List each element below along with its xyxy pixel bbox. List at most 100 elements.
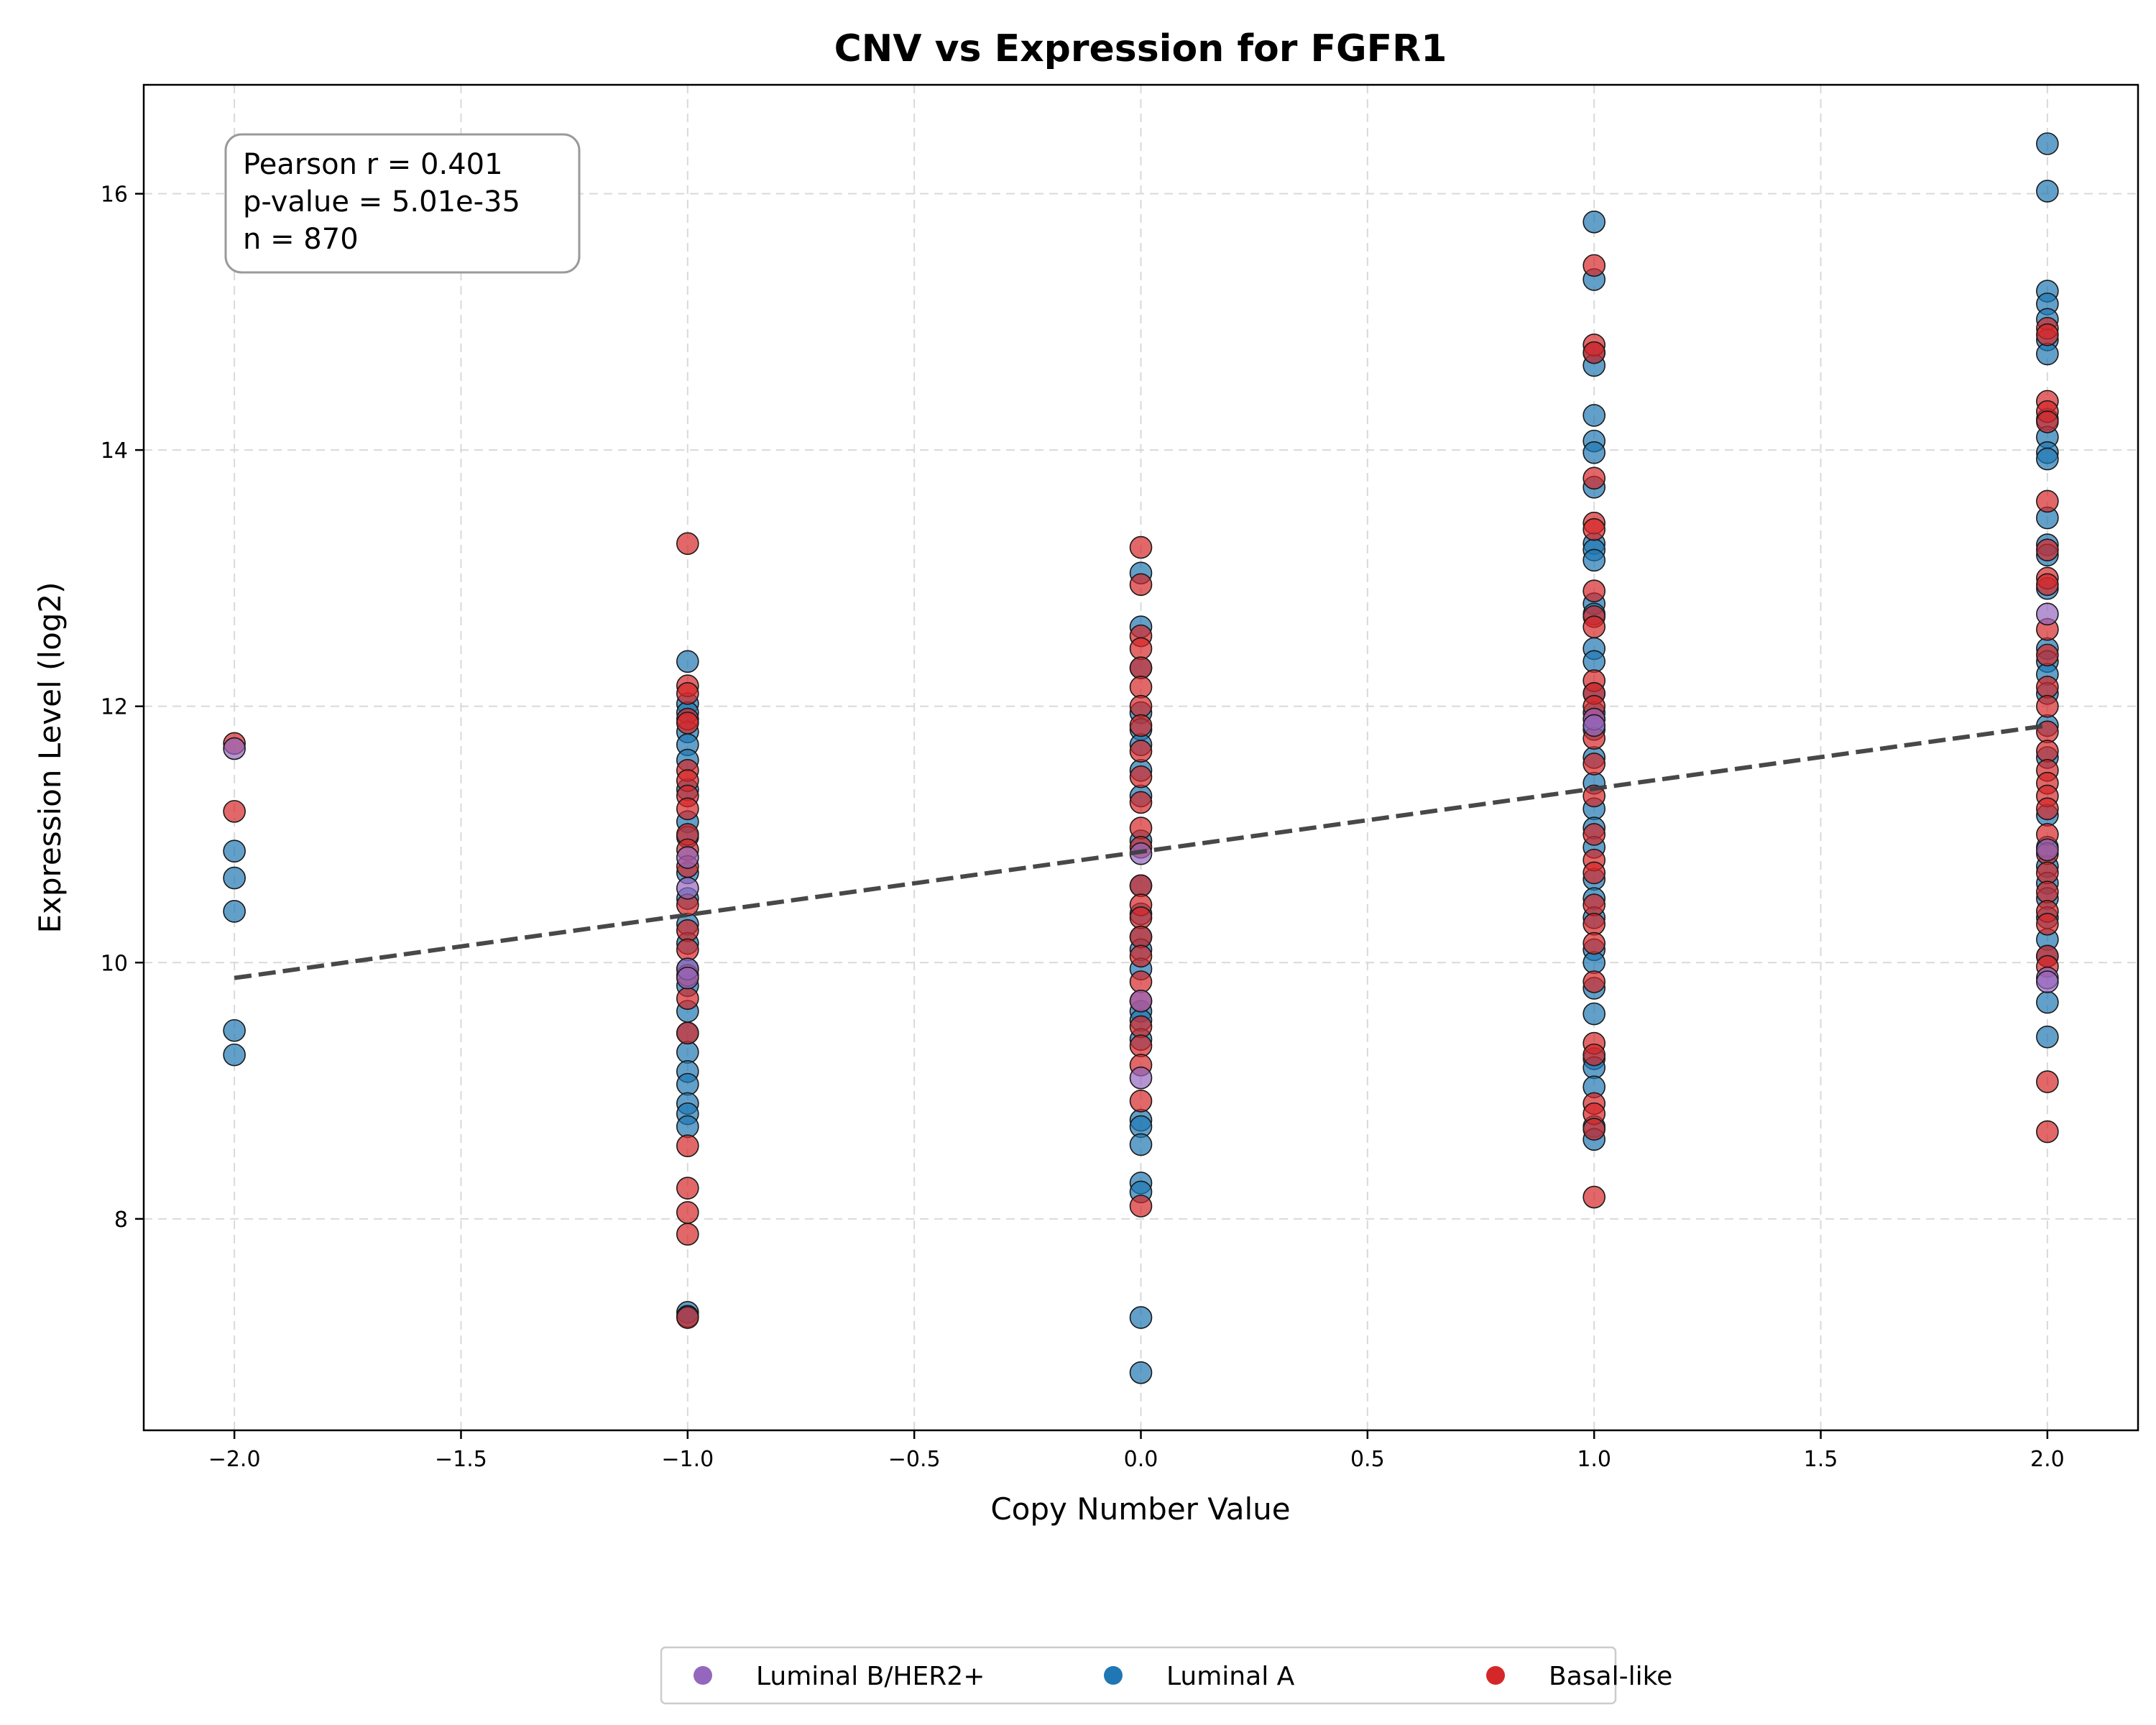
legend: Luminal B/HER2+ Luminal A Basal-like — [660, 1646, 1672, 1705]
data-point-luminal-a — [223, 1043, 246, 1067]
data-point-basal-like — [676, 987, 699, 1010]
data-point-basal-like — [676, 682, 699, 705]
legend-frame — [660, 1646, 1617, 1705]
data-point-basal-like — [1583, 932, 1606, 955]
data-point-basal-like — [2036, 573, 2059, 597]
data-point-basal-like — [2036, 410, 2059, 433]
data-point-luminal-a — [676, 1072, 699, 1096]
legend-label-basal-like: Basal-like — [1549, 1662, 1672, 1691]
data-point-basal-like — [1129, 925, 1153, 949]
data-point-luminal-b-her2 — [2036, 602, 2059, 626]
data-point-luminal-a — [223, 840, 246, 862]
data-point-basal-like — [1583, 579, 1606, 603]
data-point-luminal-a — [2036, 1025, 2059, 1049]
y-tick-label: 8 — [114, 1208, 128, 1233]
stats-n: n = 870 — [243, 223, 359, 256]
data-point-basal-like — [1583, 466, 1606, 490]
data-point-basal-like — [223, 800, 246, 823]
data-point-luminal-a — [1583, 210, 1606, 234]
data-point-basal-like — [1583, 861, 1606, 885]
x-axis-ticks: −2.0 −1.5 −1.0 −0.5 0.0 0.5 1.0 1.5 2.0 — [208, 1430, 2065, 1472]
y-tick-label: 10 — [101, 951, 128, 976]
regression-line — [234, 723, 2048, 980]
data-point-basal-like — [2036, 323, 2059, 346]
data-point-basal-like — [1129, 676, 1153, 699]
data-point-basal-like — [1129, 637, 1153, 661]
data-point-basal-like — [1583, 341, 1606, 364]
data-point-basal-like — [1583, 823, 1606, 846]
data-point-luminal-a — [223, 1018, 246, 1042]
data-point-basal-like — [1129, 740, 1153, 763]
data-point-basal-like — [676, 1306, 699, 1329]
x-tick-label: 0.5 — [1350, 1447, 1385, 1472]
stats-annotation-box: Pearson r = 0.401 p-value = 5.01e-35 n =… — [224, 133, 581, 274]
y-axis-ticks: 8 10 12 14 16 — [101, 183, 144, 1233]
x-tick-label: −1.0 — [661, 1447, 714, 1472]
legend-label-luminal-a: Luminal A — [1166, 1662, 1295, 1691]
x-tick-label: −0.5 — [888, 1447, 941, 1472]
y-tick-label: 16 — [101, 183, 128, 208]
x-tick-label: 2.0 — [2030, 1447, 2065, 1472]
data-point-luminal-a — [676, 1115, 699, 1138]
data-point-luminal-b-her2 — [2036, 970, 2059, 993]
data-point-basal-like — [1129, 944, 1153, 968]
data-point-basal-like — [1129, 874, 1153, 898]
data-point-luminal-a — [1583, 1002, 1606, 1026]
x-tick-label: −2.0 — [208, 1447, 261, 1472]
data-point-basal-like — [1583, 615, 1606, 638]
data-point-basal-like — [2036, 720, 2059, 744]
data-point-basal-like — [2036, 1120, 2059, 1144]
data-points — [223, 132, 2059, 1384]
data-point-basal-like — [1583, 970, 1606, 993]
data-point-basal-like — [1129, 791, 1153, 814]
y-tick-label: 14 — [101, 438, 128, 464]
x-tick-label: −1.5 — [435, 1447, 487, 1472]
y-tick-label: 12 — [101, 695, 128, 720]
data-point-luminal-a — [2036, 990, 2059, 1014]
legend-marker-basal-like — [1486, 1666, 1505, 1685]
data-point-luminal-a — [1583, 548, 1606, 572]
data-point-basal-like — [1129, 1034, 1153, 1057]
data-point-basal-like — [1129, 656, 1153, 680]
data-point-basal-like — [2036, 676, 2059, 699]
data-point-basal-like — [2036, 643, 2059, 667]
stats-pearson: Pearson r = 0.401 — [243, 148, 503, 181]
data-point-luminal-b-her2 — [676, 966, 699, 990]
data-point-basal-like — [1129, 970, 1153, 993]
data-point-basal-like — [676, 1201, 699, 1224]
stats-pvalue: p-value = 5.01e-35 — [243, 185, 520, 218]
data-point-luminal-b-her2 — [1129, 1066, 1153, 1090]
data-point-luminal-a — [223, 866, 246, 890]
data-point-luminal-a — [1583, 951, 1606, 975]
data-point-basal-like — [2036, 538, 2059, 561]
data-point-basal-like — [1129, 1015, 1153, 1039]
data-point-luminal-a — [2036, 447, 2059, 471]
legend-marker-luminal-b-her2 — [694, 1666, 712, 1685]
data-point-basal-like — [2036, 912, 2059, 936]
data-point-basal-like — [676, 1021, 699, 1045]
legend-label-luminal-b-her2: Luminal B/HER2+ — [756, 1662, 985, 1691]
x-tick-label: 1.0 — [1577, 1447, 1611, 1472]
data-point-luminal-a — [1129, 1133, 1153, 1156]
data-point-basal-like — [676, 797, 699, 821]
chart-title: CNV vs Expression for FGFR1 — [834, 27, 1447, 70]
data-point-basal-like — [1583, 893, 1606, 916]
data-point-basal-like — [1129, 765, 1153, 788]
data-point-luminal-a — [1583, 650, 1606, 673]
data-point-basal-like — [676, 1177, 699, 1200]
data-point-basal-like — [1129, 714, 1153, 737]
x-tick-label: 0.0 — [1124, 1447, 1158, 1472]
data-point-basal-like — [2036, 489, 2059, 513]
data-point-luminal-a — [2036, 180, 2059, 203]
data-point-basal-like — [2036, 740, 2059, 763]
data-point-basal-like — [1129, 535, 1153, 559]
data-point-basal-like — [1129, 906, 1153, 929]
data-point-basal-like — [1129, 1195, 1153, 1218]
data-point-luminal-a — [1129, 1361, 1153, 1384]
data-point-luminal-b-her2 — [2036, 838, 2059, 862]
data-point-luminal-a — [676, 650, 699, 673]
data-point-luminal-b-her2 — [223, 737, 246, 760]
data-point-luminal-b-her2 — [1129, 989, 1153, 1013]
stats-box-frame — [224, 133, 581, 274]
legend-marker-luminal-a — [1104, 1666, 1123, 1685]
